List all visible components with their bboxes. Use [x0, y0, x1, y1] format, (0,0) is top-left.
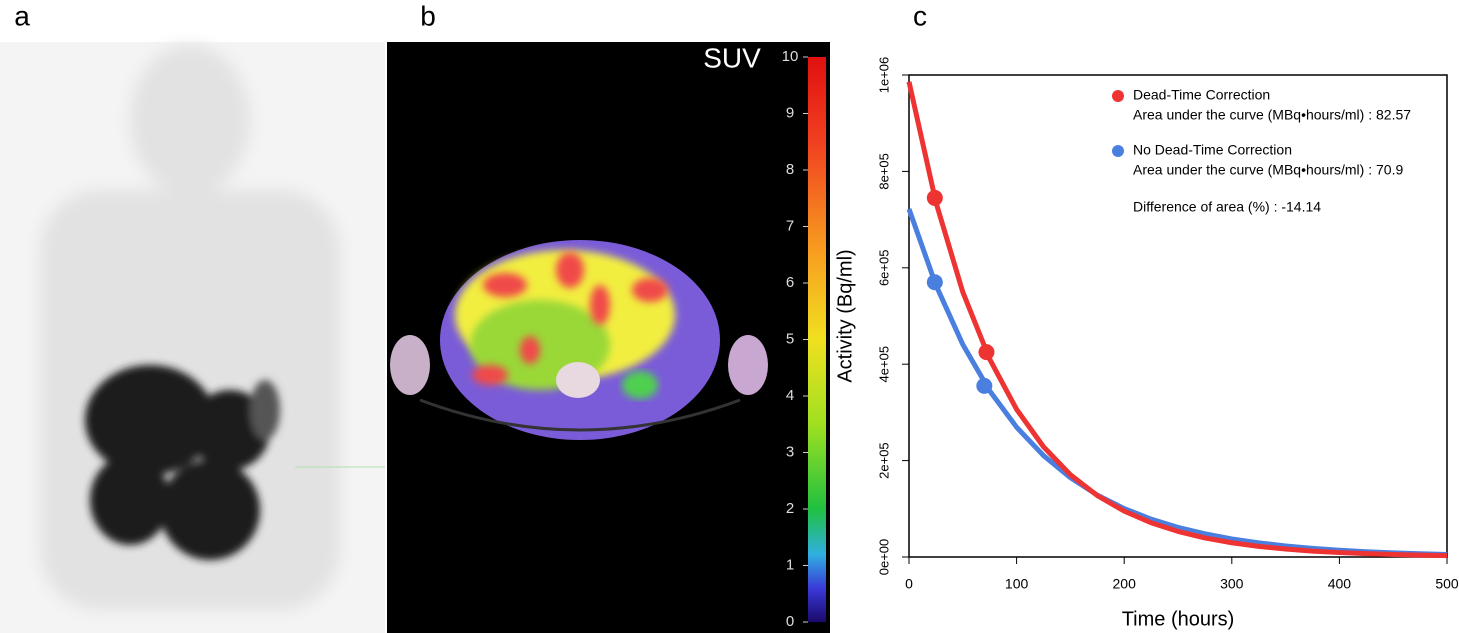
chart: 0 100 200 300 400 500 0e+00 2e+05 4e+05 6e+05 8e+0… — [876, 57, 1458, 592]
x-tick-label: 100 — [1005, 576, 1029, 592]
legend-marker — [1112, 145, 1124, 157]
x-tick-label: 400 — [1328, 576, 1352, 592]
x-tick-label: 0 — [905, 576, 913, 592]
colorbar-tick-label: 10 — [782, 48, 799, 65]
panel-label: c — [913, 0, 927, 31]
y-tick-label: 2e+05 — [876, 442, 891, 479]
annotation: Area under the curve (MBq•hours/ml) : 82… — [1133, 107, 1411, 123]
colorbar-tick-label: 3 — [786, 443, 794, 460]
data-point — [926, 274, 943, 291]
x-axis-title: Time (hours) — [1122, 608, 1235, 630]
legend-marker — [1112, 90, 1124, 102]
colorbar-tick-label: 4 — [786, 387, 794, 404]
panel-label: a — [14, 0, 30, 31]
x-tick-label: 500 — [1435, 576, 1459, 592]
curve — [906, 81, 1448, 559]
data-point — [976, 377, 993, 394]
x-tick-label: 200 — [1113, 576, 1137, 592]
colorbar-tick-label: 6 — [786, 274, 794, 291]
panel-label: b — [420, 0, 436, 31]
colorbar-tick-label: 5 — [786, 330, 794, 347]
colorbar-tick-label: 7 — [786, 217, 794, 234]
legend-label: Dead-Time Correction — [1133, 87, 1270, 103]
panel-b-image — [387, 42, 830, 633]
legend-label: No Dead-Time Correction — [1133, 142, 1292, 158]
colorbar-ticks: 0 1 2 3 4 5 6 7 8 9 10 — [782, 48, 808, 630]
y-axis-title: Activity (Bq/ml) — [834, 249, 856, 382]
colorbar-tick-label: 9 — [786, 104, 794, 121]
colorbar-title: SUV — [703, 42, 761, 73]
colorbar-tick-label: 8 — [786, 161, 794, 178]
plot-frame — [908, 74, 1448, 558]
y-tick-label: 0e+00 — [876, 539, 891, 576]
x-tick-label: 300 — [1220, 576, 1244, 592]
y-tick-label: 8e+05 — [876, 153, 891, 190]
colorbar-tick-label: 0 — [786, 613, 794, 630]
panel-a-image — [0, 42, 385, 633]
y-tick-label: 6e+05 — [876, 250, 891, 287]
data-point — [978, 344, 995, 361]
annotation: Area under the curve (MBq•hours/ml) : 70… — [1133, 162, 1403, 178]
y-tick-label: 1e+06 — [876, 57, 891, 94]
colorbar-tick-label: 2 — [786, 500, 794, 517]
data-point — [926, 189, 943, 206]
annotation: Difference of area (%) : -14.14 — [1133, 199, 1321, 215]
colorbar-tick-label: 1 — [786, 556, 794, 573]
y-tick-label: 4e+05 — [876, 346, 891, 383]
